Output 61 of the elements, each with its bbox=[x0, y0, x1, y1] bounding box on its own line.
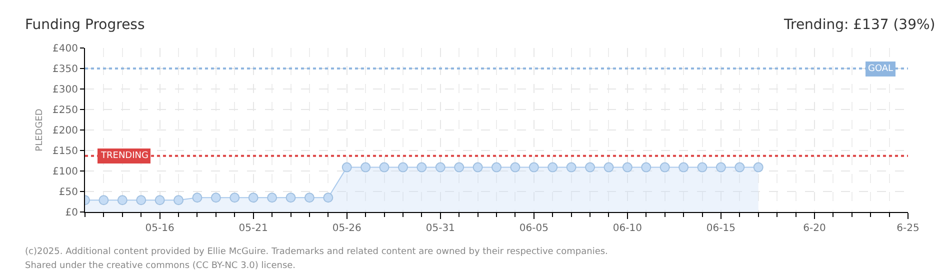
x-tick-label: 06-05 bbox=[519, 223, 548, 234]
point bbox=[548, 162, 558, 172]
x-tick-label: 06-15 bbox=[706, 223, 736, 234]
point bbox=[753, 162, 764, 172]
point bbox=[304, 192, 314, 203]
point bbox=[192, 192, 202, 203]
point bbox=[641, 162, 652, 172]
y-tick-label: £0 bbox=[65, 208, 78, 218]
x-tick-label: 6-20 bbox=[803, 223, 826, 234]
point bbox=[230, 192, 240, 203]
point bbox=[154, 195, 165, 206]
point bbox=[379, 162, 390, 172]
text: Shared under the creative commons (CC BY-NC 3.0) license. bbox=[25, 261, 296, 270]
point bbox=[210, 192, 221, 203]
point bbox=[136, 195, 146, 206]
point bbox=[360, 162, 371, 172]
y-tick-label: £200 bbox=[52, 126, 78, 136]
point bbox=[98, 195, 109, 206]
ref-line-label: TRENDING bbox=[100, 151, 148, 161]
point bbox=[398, 162, 408, 172]
point bbox=[566, 162, 576, 172]
point bbox=[604, 162, 614, 172]
point bbox=[174, 195, 184, 206]
y-tick-label: £150 bbox=[52, 146, 78, 157]
chart-title: Funding Progress bbox=[25, 17, 145, 33]
y-tick-label: £250 bbox=[52, 105, 78, 116]
y-tick-label: £100 bbox=[52, 166, 78, 178]
y-tick-label: £300 bbox=[52, 84, 78, 96]
chart-subtitle: Trending: £137 (39%) bbox=[783, 17, 936, 33]
point bbox=[117, 195, 128, 206]
point bbox=[585, 162, 596, 172]
point bbox=[454, 162, 464, 172]
x-tick-label: 6-25 bbox=[896, 223, 920, 234]
point bbox=[248, 192, 258, 203]
point bbox=[286, 192, 296, 203]
point bbox=[716, 162, 726, 172]
x-tick-label: 06-10 bbox=[612, 223, 642, 234]
point bbox=[342, 162, 352, 172]
x-tick-label: 05-26 bbox=[332, 223, 362, 234]
point bbox=[472, 162, 483, 172]
point bbox=[734, 162, 745, 172]
point bbox=[622, 162, 632, 172]
point bbox=[510, 162, 520, 172]
x-tick-label: 05-31 bbox=[426, 223, 455, 234]
x-tick-label: 05-21 bbox=[238, 223, 268, 234]
text: (c)2025. Additional content provided by Ellie McGuire. Trademarks and related content are owned by their respective companies. bbox=[25, 247, 608, 257]
point bbox=[435, 162, 446, 172]
point bbox=[492, 162, 502, 172]
point bbox=[323, 192, 334, 203]
point bbox=[528, 162, 539, 172]
y-tick-label: £350 bbox=[52, 64, 78, 75]
point bbox=[697, 162, 708, 172]
ref-line-label: GOAL bbox=[868, 64, 894, 74]
point bbox=[416, 162, 427, 172]
point bbox=[660, 162, 670, 172]
y-axis-title: PLEDGED bbox=[34, 108, 45, 152]
y-tick-label: £50 bbox=[58, 187, 78, 198]
point bbox=[678, 162, 689, 172]
x-tick-label: 05-16 bbox=[145, 223, 174, 234]
point bbox=[267, 192, 278, 203]
y-tick-label: £400 bbox=[52, 44, 78, 54]
